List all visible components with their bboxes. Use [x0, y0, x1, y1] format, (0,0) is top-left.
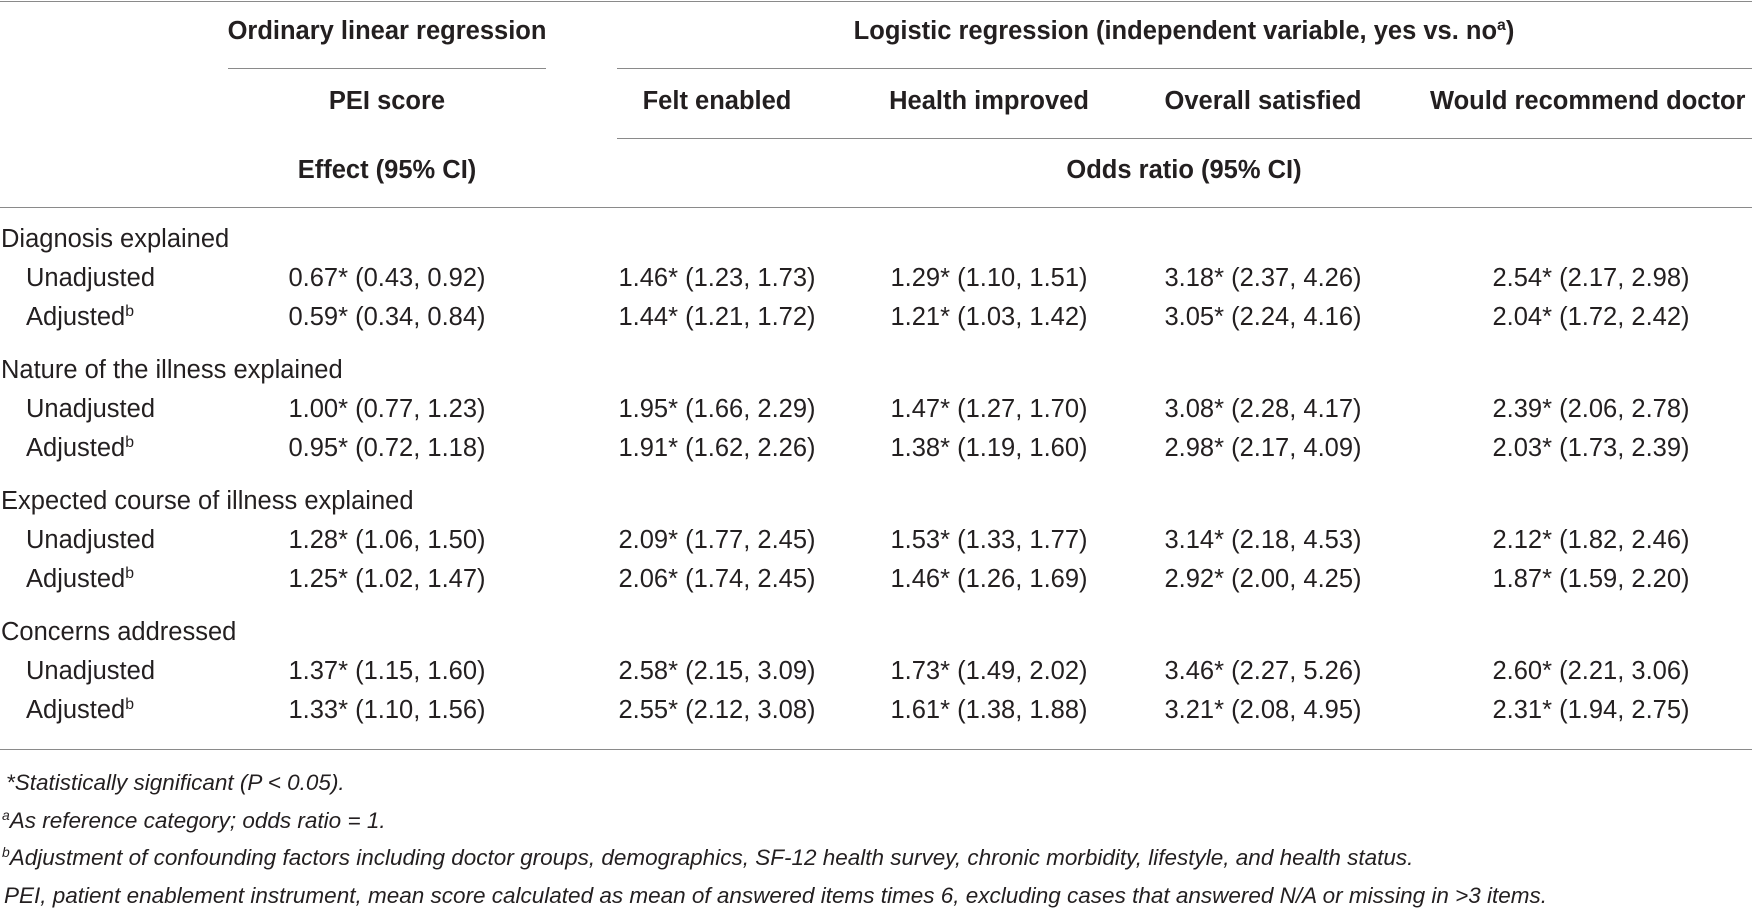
- row-label-adjusted: Adjustedb: [26, 434, 135, 462]
- row-label-text: Adjusted: [26, 303, 126, 331]
- table-cell: 0.95* (0.72, 1.18): [288, 434, 486, 462]
- table-cell: 3.05* (2.24, 4.16): [1164, 303, 1362, 331]
- table-cell: 3.14* (2.18, 4.53): [1164, 526, 1362, 554]
- table-cell: 1.29* (1.10, 1.51): [890, 264, 1088, 292]
- table-cell: 2.92* (2.00, 4.25): [1164, 565, 1362, 593]
- logistic-group-heading: Logistic regression (independent variabl…: [853, 17, 1515, 45]
- group-label-nature-of-illness: Nature of the illness explained: [1, 356, 343, 384]
- row-label-text: Adjusted: [26, 434, 126, 462]
- table-cell: 1.61* (1.38, 1.88): [890, 696, 1088, 724]
- odds-ratio-rule: [617, 138, 1752, 139]
- footnote-pei: PEI, patient enablement instrument, mean…: [4, 883, 1548, 908]
- table-cell: 2.54* (2.17, 2.98): [1492, 264, 1690, 292]
- table-cell: 2.55* (2.12, 3.08): [618, 696, 816, 724]
- row-label-text: Adjusted: [26, 696, 126, 724]
- table-cell: 2.31* (1.94, 2.75): [1492, 696, 1690, 724]
- table-cell: 1.53* (1.33, 1.77): [890, 526, 1088, 554]
- column-header-felt-enabled: Felt enabled: [642, 87, 792, 115]
- table-top-rule: [0, 1, 1752, 2]
- footnote-marker-b: b: [125, 434, 135, 452]
- footnote-marker-a: a: [1497, 17, 1506, 35]
- table-cell: 1.91* (1.62, 2.26): [618, 434, 816, 462]
- row-label-adjusted: Adjustedb: [26, 696, 135, 724]
- effect-ci-label: Effect (95% CI): [297, 156, 477, 184]
- footnote-a-text: As reference category; odds ratio = 1.: [9, 808, 386, 833]
- table-cell: 2.58* (2.15, 3.09): [618, 657, 816, 685]
- table-cell: 1.44* (1.21, 1.72): [618, 303, 816, 331]
- row-label-unadjusted: Unadjusted: [26, 657, 156, 685]
- row-label-unadjusted: Unadjusted: [26, 395, 156, 423]
- row-label-text: Adjusted: [26, 565, 126, 593]
- table-cell: 1.47* (1.27, 1.70): [890, 395, 1088, 423]
- group-label-expected-course: Expected course of illness explained: [1, 487, 414, 515]
- logistic-group-text: Logistic regression (independent variabl…: [853, 17, 1498, 45]
- row-label-adjusted: Adjustedb: [26, 565, 135, 593]
- footnote-b-text: Adjustment of confounding factors includ…: [9, 845, 1414, 870]
- table-cell: 1.73* (1.49, 2.02): [890, 657, 1088, 685]
- ordinary-group-heading: Ordinary linear regression: [227, 17, 547, 45]
- group-label-diagnosis-explained: Diagnosis explained: [1, 225, 230, 253]
- footnote-a-marker: a: [2, 807, 10, 824]
- column-header-overall-satisfied: Overall satisfied: [1164, 87, 1362, 115]
- table-cell: 2.12* (1.82, 2.46): [1492, 526, 1690, 554]
- table-cell: 1.33* (1.10, 1.56): [288, 696, 486, 724]
- footnote-marker-b: b: [125, 696, 135, 714]
- table-cell: 2.09* (1.77, 2.45): [618, 526, 816, 554]
- table-cell: 2.04* (1.72, 2.42): [1492, 303, 1690, 331]
- table-cell: 0.59* (0.34, 0.84): [288, 303, 486, 331]
- table-cell: 2.98* (2.17, 4.09): [1164, 434, 1362, 462]
- table-cell: 1.25* (1.02, 1.47): [288, 565, 486, 593]
- table-cell: 3.18* (2.37, 4.26): [1164, 264, 1362, 292]
- table-cell: 3.08* (2.28, 4.17): [1164, 395, 1362, 423]
- table-cell: 1.95* (1.66, 2.29): [618, 395, 816, 423]
- table-cell: 1.21* (1.03, 1.42): [890, 303, 1088, 331]
- table-cell: 1.37* (1.15, 1.60): [288, 657, 486, 685]
- column-header-pei-score: PEI score: [328, 87, 446, 115]
- footnote-marker-b: b: [125, 565, 135, 583]
- table-cell: 1.87* (1.59, 2.20): [1492, 565, 1690, 593]
- table-cell: 1.00* (0.77, 1.23): [288, 395, 486, 423]
- header-bottom-rule: [0, 207, 1752, 208]
- group-label-concerns-addressed: Concerns addressed: [1, 618, 237, 646]
- table-cell: 2.06* (1.74, 2.45): [618, 565, 816, 593]
- footnote-a: aAs reference category; odds ratio = 1.: [2, 807, 386, 833]
- table-cell: 2.39* (2.06, 2.78): [1492, 395, 1690, 423]
- table-cell: 2.03* (1.73, 2.39): [1492, 434, 1690, 462]
- logistic-group-rule: [617, 68, 1752, 69]
- footnote-significance: *Statistically significant (P < 0.05).: [6, 770, 345, 795]
- row-label-unadjusted: Unadjusted: [26, 264, 156, 292]
- table-cell: 1.46* (1.26, 1.69): [890, 565, 1088, 593]
- table-cell: 3.46* (2.27, 5.26): [1164, 657, 1362, 685]
- ordinary-group-rule: [228, 68, 546, 69]
- table-cell: 3.21* (2.08, 4.95): [1164, 696, 1362, 724]
- table-cell: 1.46* (1.23, 1.73): [618, 264, 816, 292]
- footnote-b: bAdjustment of confounding factors inclu…: [2, 844, 1414, 870]
- footnote-b-marker: b: [2, 844, 10, 861]
- row-label-adjusted: Adjustedb: [26, 303, 135, 331]
- table-cell: 0.67* (0.43, 0.92): [288, 264, 486, 292]
- logistic-group-close: ): [1505, 17, 1515, 45]
- row-label-unadjusted: Unadjusted: [26, 526, 156, 554]
- column-header-health-improved: Health improved: [889, 87, 1089, 115]
- table-bottom-rule: [0, 749, 1752, 750]
- column-header-would-recommend-doctor: Would recommend doctor: [1430, 87, 1746, 115]
- table-cell: 1.28* (1.06, 1.50): [288, 526, 486, 554]
- odds-ratio-ci-label: Odds ratio (95% CI): [1066, 156, 1302, 184]
- table-cell: 2.60* (2.21, 3.06): [1492, 657, 1690, 685]
- footnote-marker-b: b: [125, 303, 135, 321]
- table-cell: 1.38* (1.19, 1.60): [890, 434, 1088, 462]
